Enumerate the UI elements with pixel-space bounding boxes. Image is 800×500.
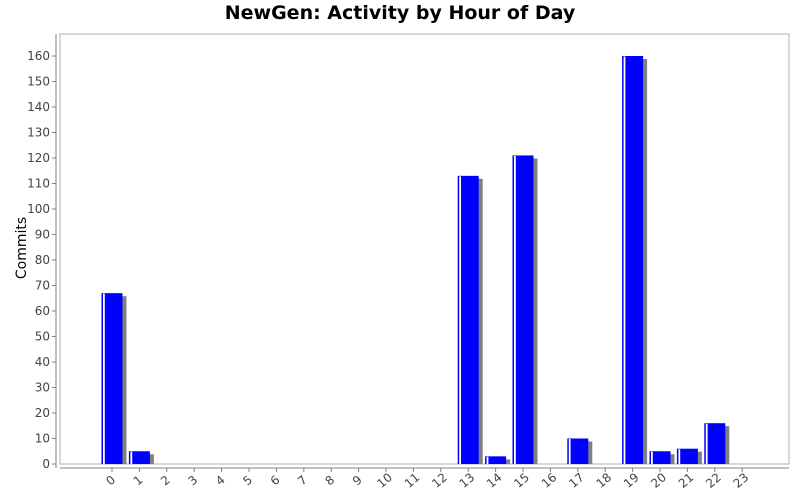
x-tick-label: 16 <box>539 470 560 491</box>
y-tick-label: 20 <box>35 406 50 420</box>
y-tick-label: 150 <box>27 75 50 89</box>
x-tick-label: 2 <box>158 473 173 489</box>
y-tick-label: 120 <box>27 151 50 165</box>
bar-hour-1 <box>128 451 154 464</box>
bar <box>101 293 123 464</box>
bar <box>128 451 150 464</box>
x-tick-label: 6 <box>268 473 283 489</box>
bar-hour-17 <box>567 438 593 464</box>
bar <box>649 451 671 464</box>
bar <box>567 438 589 464</box>
x-tick-label: 3 <box>185 473 200 489</box>
y-tick-label: 50 <box>35 330 50 344</box>
x-tick-label: 4 <box>213 473 228 489</box>
y-tick-label: 140 <box>27 100 50 114</box>
bar-hour-13 <box>457 175 483 464</box>
x-tick-label: 18 <box>594 470 615 491</box>
x-tick-label: 20 <box>648 470 669 491</box>
y-tick-label: 60 <box>35 304 50 318</box>
bar-hour-0 <box>101 293 127 464</box>
bar-highlight <box>130 451 133 464</box>
bar-highlight <box>568 439 571 464</box>
x-tick-label: 12 <box>429 470 450 491</box>
bar-highlight <box>678 449 681 464</box>
y-tick-label: 130 <box>27 126 50 140</box>
bar-highlight <box>623 56 626 464</box>
y-axis-label: Commits <box>14 217 30 279</box>
x-tick-label: 22 <box>703 470 724 491</box>
y-tick-label: 70 <box>35 279 50 293</box>
x-tick-label: 13 <box>457 470 478 491</box>
x-tick-label: 11 <box>402 470 423 491</box>
y-axis-ticks: 0 10 20 30 40 50 60 70 80 90 100 110 120 130 140 150 160 <box>27 49 56 471</box>
y-tick-label: 80 <box>35 253 50 267</box>
x-tick-label: 10 <box>374 470 395 491</box>
y-tick-label: 10 <box>35 432 50 446</box>
bar <box>512 155 534 464</box>
bar-highlight <box>651 451 653 464</box>
bar <box>676 448 698 464</box>
x-tick-label: 14 <box>484 470 505 491</box>
bar-highlight <box>705 423 708 464</box>
x-tick-label: 23 <box>731 470 752 491</box>
bar <box>704 423 726 464</box>
bar <box>485 456 507 464</box>
x-tick-label: 21 <box>676 470 697 491</box>
plot-border <box>59 33 790 465</box>
y-tick-label: 160 <box>27 49 50 63</box>
bar-hour-22 <box>704 423 730 464</box>
bar-hour-21 <box>676 448 702 464</box>
x-axis-ticks: 0 1 2 3 4 5 6 7 8 9 10 11 12 13 14 15 16 17 18 19 20 21 22 23 <box>103 468 751 491</box>
x-tick-label: 19 <box>621 470 642 491</box>
bar <box>622 56 644 464</box>
x-tick-label: 15 <box>511 470 532 491</box>
bar-highlight <box>103 293 105 464</box>
plot-area <box>55 33 790 469</box>
y-tick-label: 90 <box>35 228 50 242</box>
bars-group <box>101 56 730 464</box>
y-tick-label: 110 <box>27 177 50 191</box>
bar-highlight <box>486 456 489 464</box>
x-tick-label: 8 <box>322 473 337 489</box>
x-tick-label: 1 <box>131 473 146 489</box>
x-tick-label: 17 <box>566 470 587 491</box>
bar-highlight <box>514 155 516 464</box>
bar-hour-15 <box>512 155 538 464</box>
bar-hour-14 <box>485 456 511 464</box>
y-tick-label: 40 <box>35 355 50 369</box>
bar-highlight <box>459 176 461 464</box>
x-tick-label: 7 <box>295 473 310 489</box>
bar-hour-19 <box>622 56 648 464</box>
bar <box>457 175 479 464</box>
y-tick-label: 100 <box>27 202 50 216</box>
bar-hour-20 <box>649 451 675 464</box>
x-tick-label: 9 <box>350 473 365 489</box>
y-tick-label: 0 <box>42 457 50 471</box>
y-tick-label: 30 <box>35 381 50 395</box>
chart-title: NewGen: Activity by Hour of Day <box>224 2 576 24</box>
x-tick-label: 0 <box>103 473 118 489</box>
x-tick-label: 5 <box>240 473 255 489</box>
